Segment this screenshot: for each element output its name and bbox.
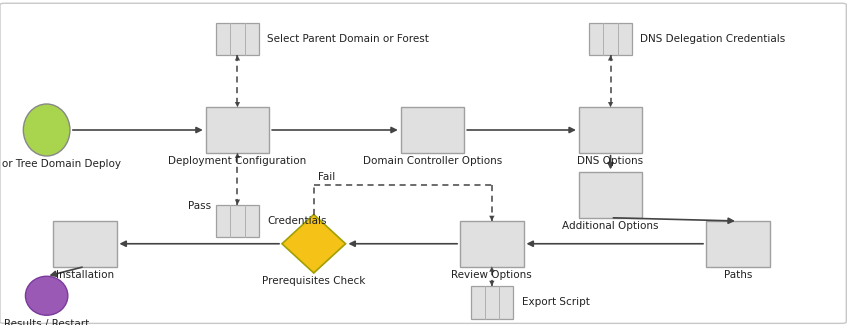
Ellipse shape — [24, 104, 70, 156]
Bar — [400, 107, 465, 153]
Bar — [578, 172, 642, 218]
Text: DNS Delegation Credentials: DNS Delegation Credentials — [640, 34, 785, 44]
Bar — [471, 286, 513, 318]
Bar — [53, 221, 117, 266]
Bar — [460, 221, 523, 266]
Text: Deployment Configuration: Deployment Configuration — [168, 156, 307, 166]
FancyBboxPatch shape — [0, 3, 846, 323]
Bar — [216, 205, 259, 237]
Polygon shape — [282, 214, 346, 273]
Text: DNS Options: DNS Options — [577, 156, 644, 166]
Text: Export Script: Export Script — [522, 297, 589, 307]
Text: Select Parent Domain or Forest: Select Parent Domain or Forest — [267, 34, 429, 44]
Text: Additional Options: Additional Options — [562, 221, 659, 231]
Text: Fail: Fail — [318, 172, 335, 182]
Ellipse shape — [25, 276, 68, 315]
Text: Domain Controller Options: Domain Controller Options — [363, 156, 502, 166]
Text: Child or Tree Domain Deploy: Child or Tree Domain Deploy — [0, 159, 121, 169]
Text: Credentials: Credentials — [267, 216, 326, 226]
Text: Installation: Installation — [56, 270, 114, 280]
Bar — [578, 107, 642, 153]
Text: Prerequisites Check: Prerequisites Check — [262, 276, 365, 286]
Text: Results / Restart: Results / Restart — [4, 318, 89, 325]
Bar — [706, 221, 769, 266]
Bar — [589, 23, 632, 55]
Bar — [216, 23, 259, 55]
Bar — [206, 107, 270, 153]
Text: Review Options: Review Options — [451, 270, 533, 280]
Text: Pass: Pass — [187, 201, 211, 211]
Text: Paths: Paths — [723, 270, 752, 280]
